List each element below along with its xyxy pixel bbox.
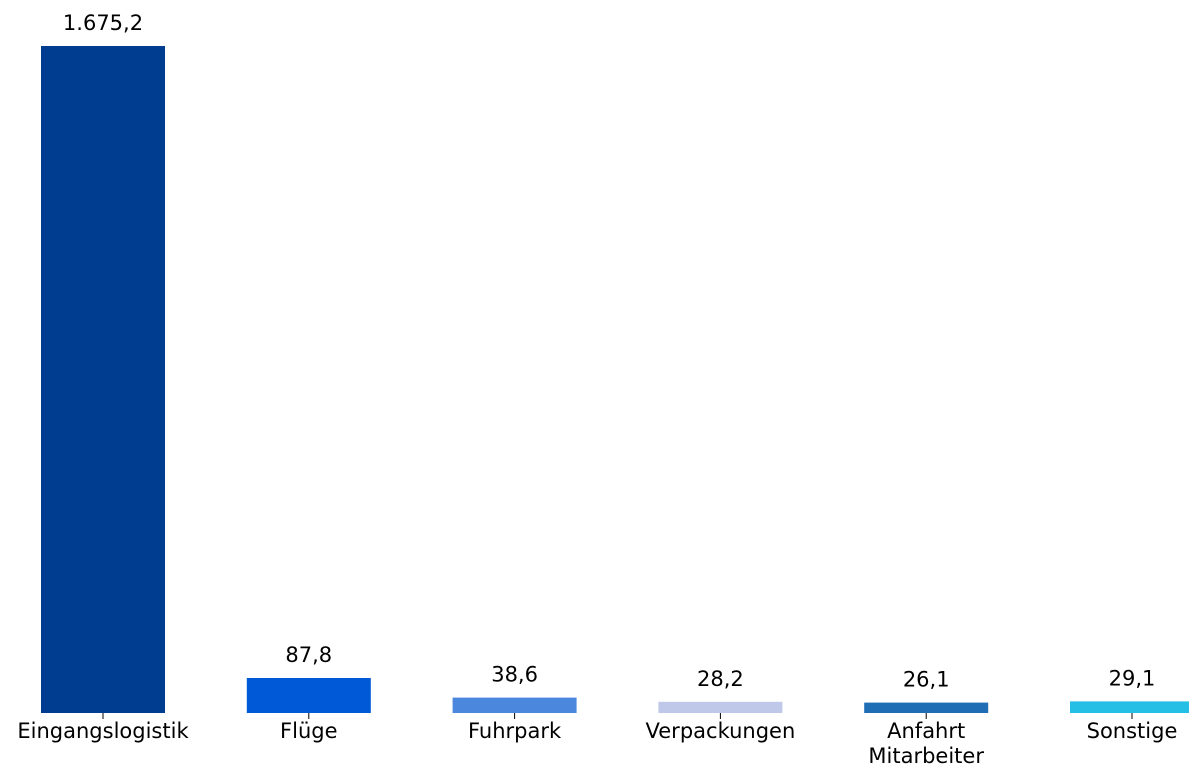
bar-1 bbox=[246, 678, 371, 713]
x-tick-label-0: Eingangslogistik bbox=[17, 719, 189, 743]
x-tick-label-3: Verpackungen bbox=[646, 719, 796, 743]
value-labels-group: 1.675,2 87,8 38,6 28,2 26,1 29,1 bbox=[63, 11, 1155, 692]
value-label-3: 28,2 bbox=[697, 667, 744, 691]
x-tick-label-5: Sonstige bbox=[1087, 719, 1178, 743]
value-label-1: 87,8 bbox=[285, 643, 332, 667]
bar-4 bbox=[864, 702, 989, 713]
bar-2 bbox=[452, 697, 577, 713]
bar-5 bbox=[1070, 701, 1189, 713]
bar-0 bbox=[41, 46, 165, 713]
x-tick-label-4-line-1: Mitarbeiter bbox=[868, 744, 984, 768]
x-tick-label-4-line-0: Anfahrt bbox=[887, 719, 965, 743]
x-tick-label-1: Flüge bbox=[280, 719, 337, 743]
x-tick-labels-group: Eingangslogistik Flüge Fuhrpark Verpackunge… bbox=[17, 719, 1177, 768]
value-label-5: 29,1 bbox=[1109, 666, 1156, 690]
value-label-4: 26,1 bbox=[903, 668, 950, 692]
value-label-0: 1.675,2 bbox=[63, 11, 143, 35]
value-label-2: 38,6 bbox=[491, 663, 538, 687]
bars-group bbox=[41, 46, 1189, 713]
bar-3 bbox=[658, 701, 783, 713]
x-tick-label-2: Fuhrpark bbox=[468, 719, 562, 743]
x-ticks-group bbox=[102, 713, 1133, 719]
